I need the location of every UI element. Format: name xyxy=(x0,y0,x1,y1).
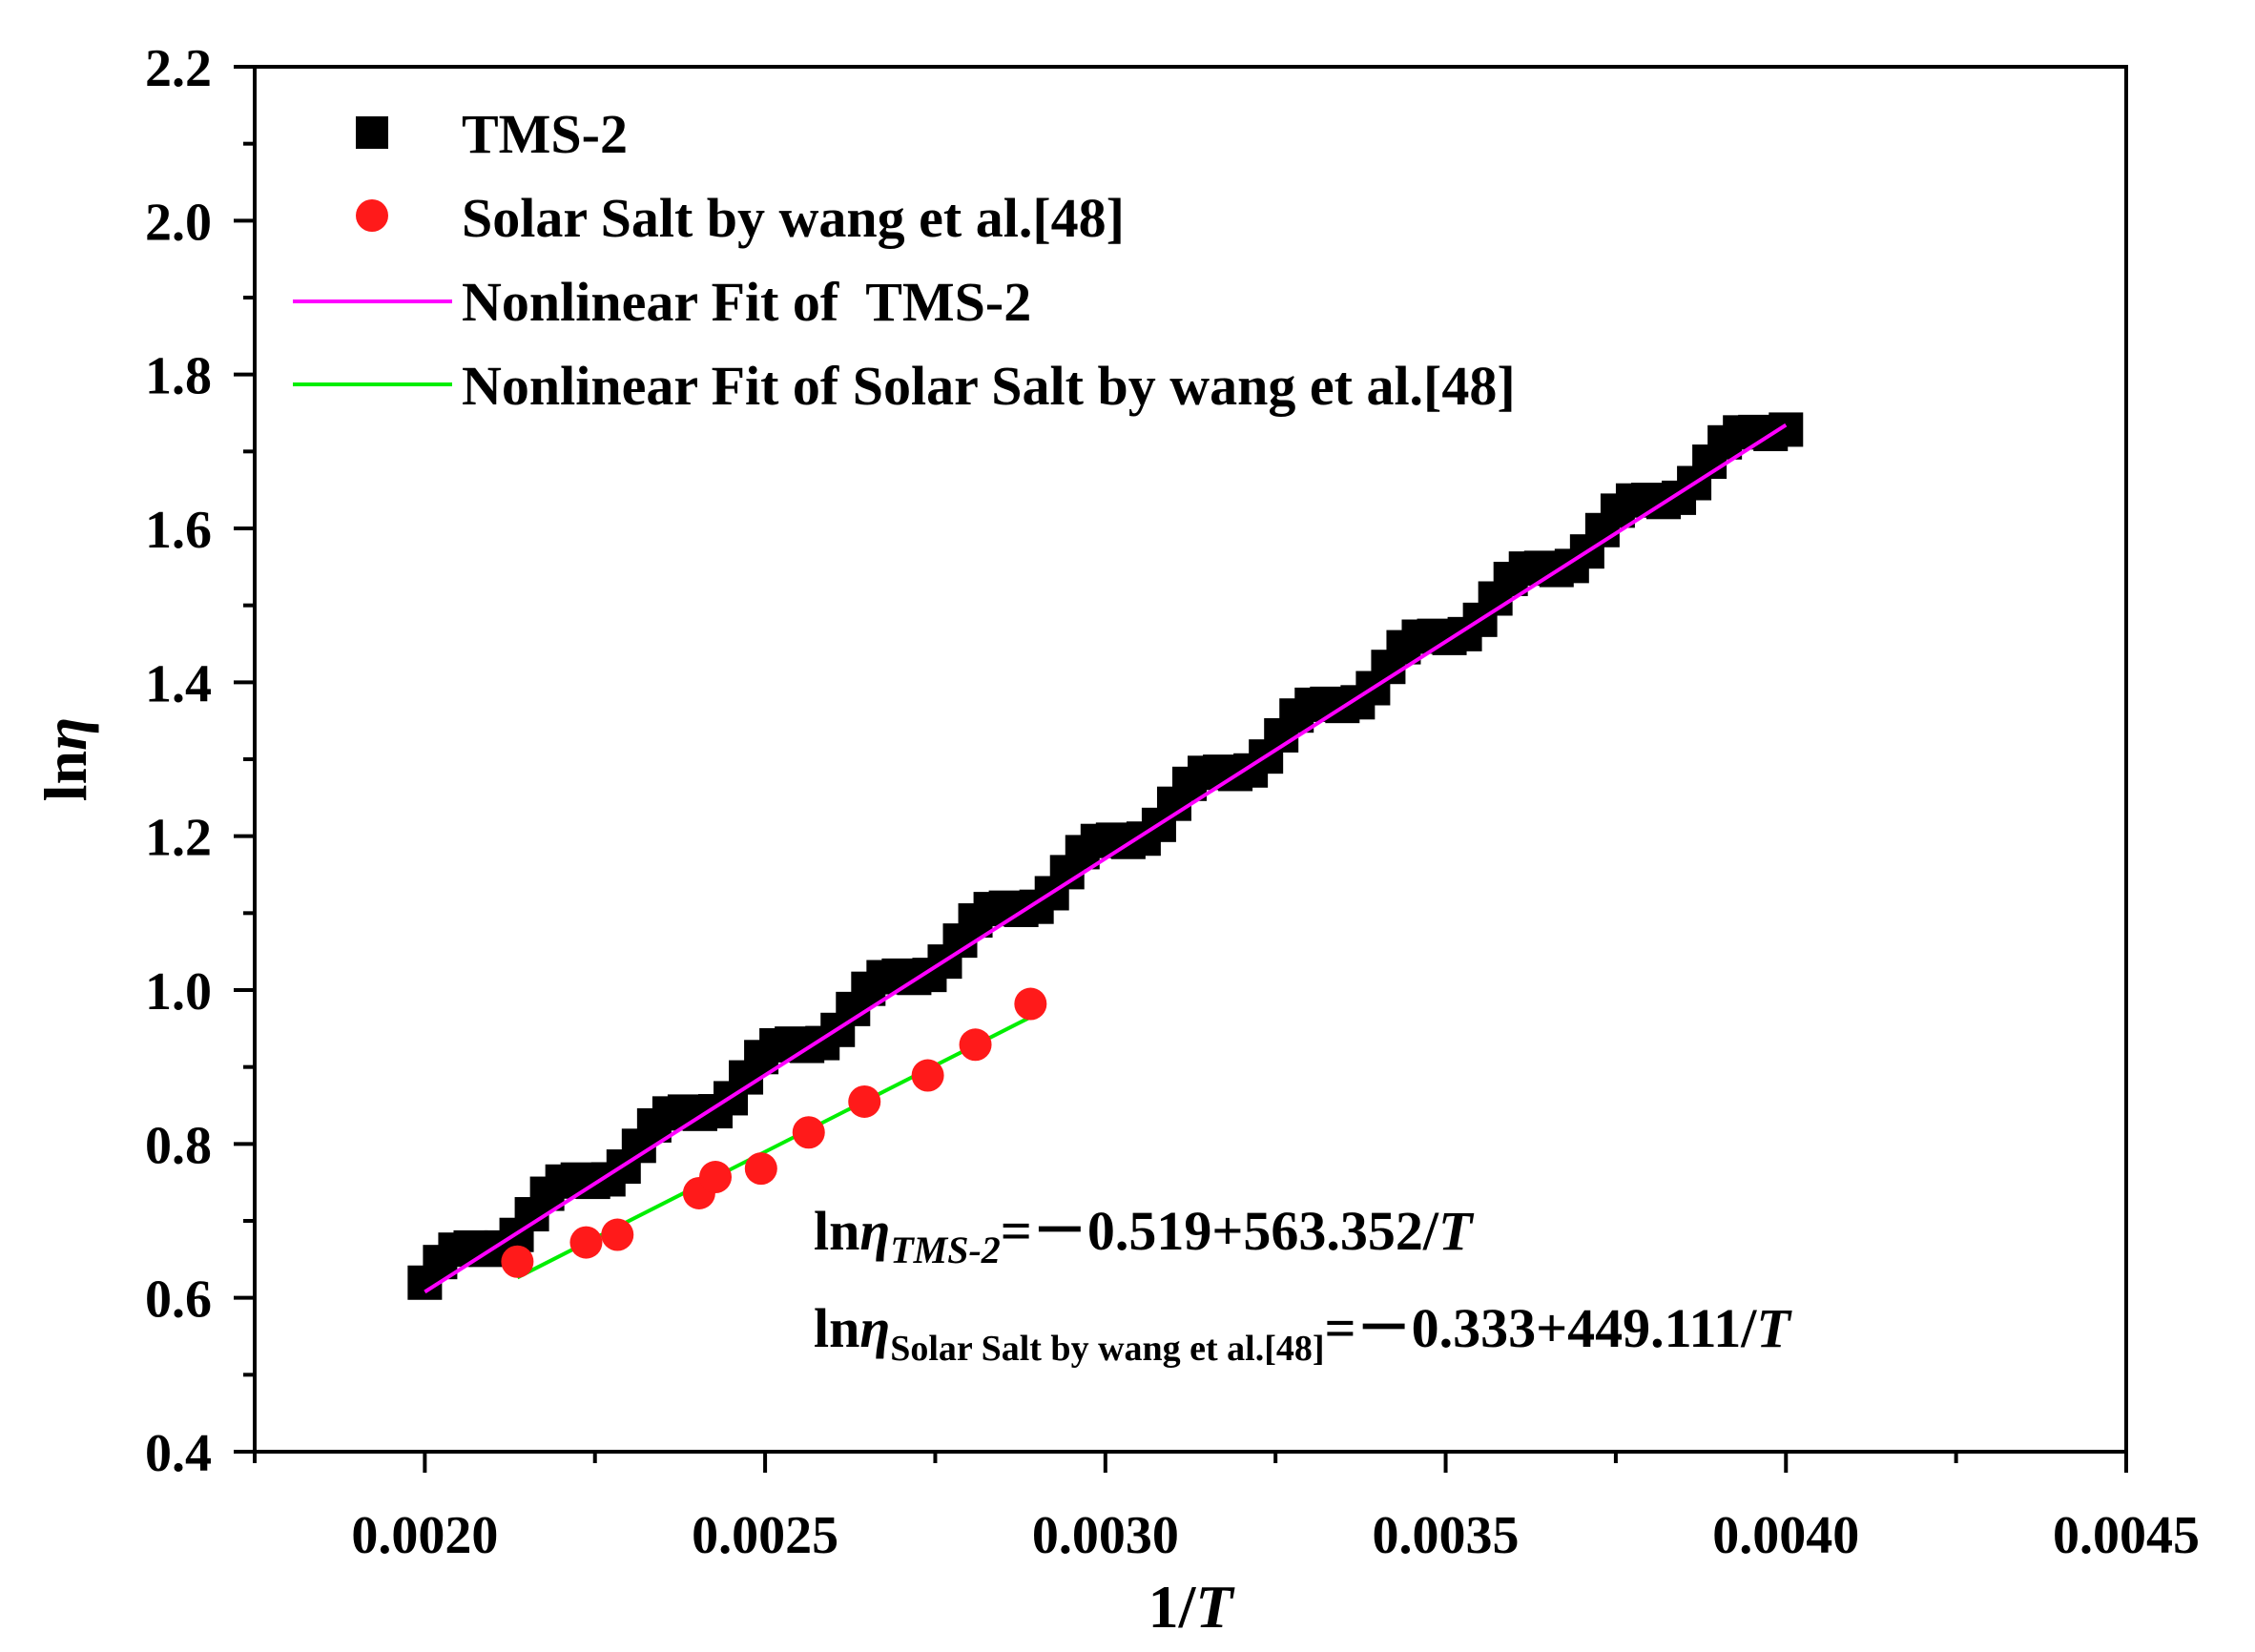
legend-label-tms2-fit: Nonlinear Fit of TMS-2 xyxy=(462,271,1031,333)
x-tick-label: 0.0020 xyxy=(351,1506,498,1565)
solar-salt-data-point xyxy=(1014,987,1047,1021)
equation-solar-salt-subscript: Solar Salt by wang et al.[48] xyxy=(890,1329,1324,1369)
x-tick-label: 0.0035 xyxy=(1373,1506,1520,1565)
legend-marker-tms2 xyxy=(356,116,388,149)
x-tick-label: 0.0030 xyxy=(1032,1506,1179,1565)
legend-marker-solar-salt xyxy=(356,199,388,232)
solar-salt-data-point xyxy=(911,1059,944,1092)
solar-salt-data-point xyxy=(569,1226,603,1259)
solar-salt-data-point xyxy=(848,1084,881,1118)
y-tick-label: 0.4 xyxy=(145,1424,212,1483)
x-axis-label: 1/T xyxy=(1148,1573,1236,1641)
x-tick-label: 0.0025 xyxy=(692,1506,838,1565)
equation-solar-salt-ln: ln xyxy=(814,1297,859,1359)
x-axis-label-prefix: 1/ xyxy=(1148,1573,1197,1641)
legend-label-solar-salt-fit: Nonlinear Fit of Solar Salt by wang et a… xyxy=(462,355,1516,417)
y-tick-label: 1.2 xyxy=(145,809,212,868)
equation-solar-salt-T: T xyxy=(1756,1297,1792,1359)
plot-marks xyxy=(407,412,1804,1300)
y-tick-label: 1.6 xyxy=(145,501,212,560)
equation-tms2-ln: ln xyxy=(814,1200,859,1262)
solar-salt-data-point xyxy=(501,1245,534,1278)
equation-tms2: lnηTMS-2=－0.519+563.352/T xyxy=(814,1200,1475,1271)
equation-tms2-rhs: =－0.519+563.352/ xyxy=(1001,1200,1439,1262)
tms2-fit-line xyxy=(424,423,1788,1294)
solar-salt-data-point xyxy=(699,1161,733,1194)
equation-tms2-eta: η xyxy=(859,1200,890,1262)
x-axis-ticks: 0.0020 0.0025 0.0030 0.0035 0.0040 0.0045 xyxy=(253,1452,2200,1565)
y-axis-ticks: 0.4 0.6 0.8 1.0 1.2 1.4 1.6 1.8 2.0 2.2 xyxy=(145,39,255,1483)
y-tick-label: 0.8 xyxy=(145,1116,212,1175)
solar-salt-data-point xyxy=(744,1152,777,1186)
y-tick-label: 1.8 xyxy=(145,347,212,406)
x-axis-label-variable: T xyxy=(1195,1573,1235,1641)
equation-solar-salt-rhs: =－0.333+449.111/ xyxy=(1325,1297,1758,1359)
legend-label-solar-salt: Solar Salt by wang et al.[48] xyxy=(462,187,1125,249)
x-tick-label: 0.0045 xyxy=(2053,1506,2200,1565)
equation-tms2-T: T xyxy=(1438,1200,1475,1262)
legend: TMS-2 Solar Salt by wang et al.[48] Nonl… xyxy=(293,103,1516,417)
legend-label-tms2: TMS-2 xyxy=(462,103,628,165)
solar-salt-data-point xyxy=(959,1028,992,1062)
solar-salt-data-point xyxy=(601,1218,634,1251)
equation-tms2-subscript: TMS-2 xyxy=(890,1229,1001,1271)
solar-salt-data-point xyxy=(792,1116,825,1149)
x-tick-label: 0.0040 xyxy=(1712,1506,1859,1565)
y-axis-label-variable: η xyxy=(31,717,99,751)
y-tick-label: 0.6 xyxy=(145,1270,212,1330)
y-axis-label: lnη xyxy=(31,717,99,802)
y-tick-label: 2.0 xyxy=(145,193,212,252)
tms2-data-point xyxy=(1769,412,1804,447)
y-tick-label: 1.0 xyxy=(145,962,212,1022)
y-tick-label: 1.4 xyxy=(145,654,212,713)
y-axis-label-prefix: ln xyxy=(31,751,99,801)
equation-solar-salt: lnηSolar Salt by wang et al.[48]=－0.333+… xyxy=(814,1297,1792,1369)
y-tick-label: 2.2 xyxy=(145,39,212,98)
equation-solar-salt-eta: η xyxy=(859,1297,890,1359)
